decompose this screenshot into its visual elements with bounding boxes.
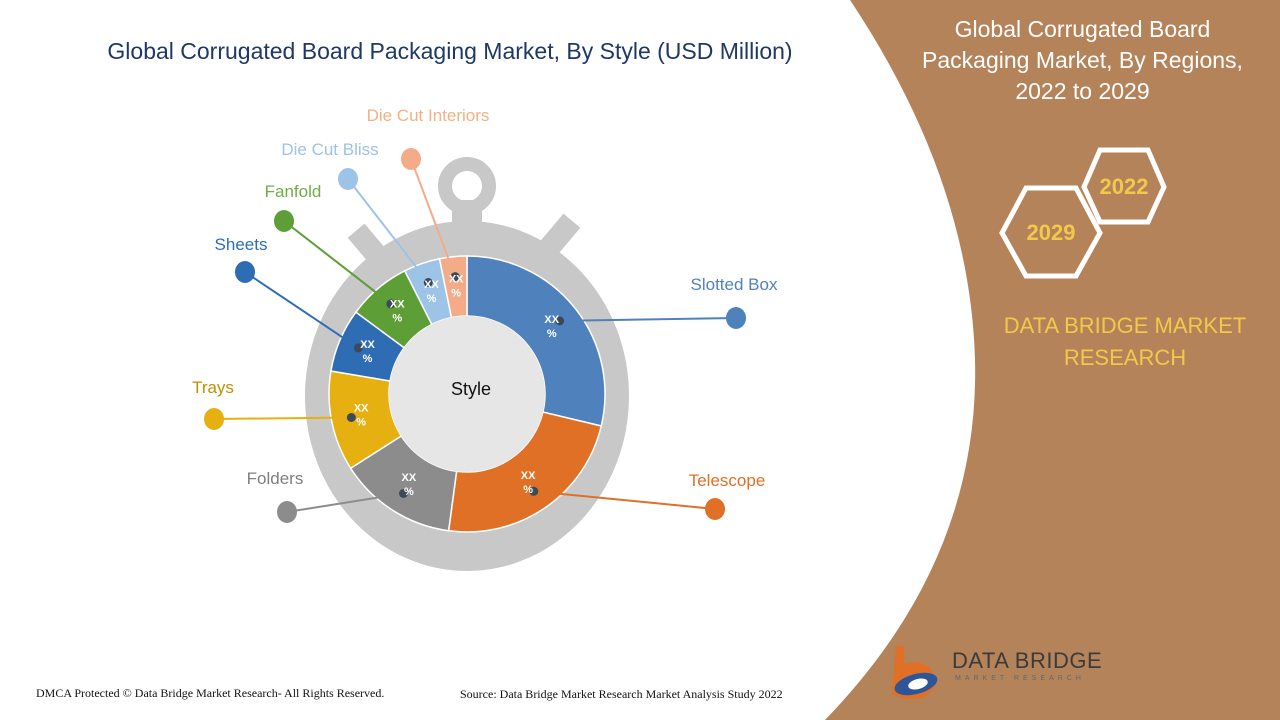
data-label-die-cut-interiors: XX% xyxy=(449,274,464,300)
style-donut-chart: XX % Slotted Box XX % Telescope XX % Folders XX % T… xyxy=(192,106,778,571)
footer-source: Source: Data Bridge Market Research Mark… xyxy=(460,687,783,701)
data-label-fanfold: XX% xyxy=(390,299,405,325)
year-2029-label: 2029 xyxy=(1026,220,1076,245)
connector-folders xyxy=(286,492,404,513)
brand-line-1: DATA BRIDGE MARKET xyxy=(1003,313,1247,338)
category-label-sheets: Sheets xyxy=(215,235,268,254)
connector-die-cut-bliss xyxy=(347,178,430,284)
data-label-slotted-box: XX% xyxy=(544,314,559,340)
footer-copyright: DMCA Protected © Data Bridge Market Rese… xyxy=(36,686,385,700)
marker-dot-die-cut-bliss xyxy=(338,168,358,190)
inner-dot-fanfold xyxy=(386,299,396,309)
chart-title: Global Corrugated Board Packaging Market… xyxy=(107,38,793,64)
data-label-trays: XX% xyxy=(354,403,369,429)
side-title-line-3: 2022 to 2029 xyxy=(1015,78,1150,104)
connector-trays xyxy=(213,416,352,420)
connector-telescope xyxy=(533,490,716,510)
inner-dot-trays xyxy=(346,413,356,423)
brand-line-2: RESEARCH xyxy=(1063,345,1187,370)
inner-dot-slotted-box xyxy=(555,316,565,326)
side-title-line-1: Global Corrugated Board xyxy=(954,16,1211,42)
category-label-telescope: Telescope xyxy=(689,471,766,490)
inner-dot-die-cut-bliss xyxy=(423,278,433,288)
connector-slotted-box xyxy=(559,317,737,322)
side-panel-background xyxy=(825,0,1280,720)
category-label-die-cut-interiors: Die Cut Interiors xyxy=(367,106,490,125)
data-label-folders: XX% xyxy=(402,472,417,498)
logo-subtitle: MARKET RESEARCH xyxy=(955,675,1085,682)
category-label-folders: Folders xyxy=(247,469,304,488)
connector-sheets xyxy=(244,271,359,349)
data-bridge-logo-icon xyxy=(892,646,938,700)
category-label-die-cut-bliss: Die Cut Bliss xyxy=(281,140,378,159)
brand-text: DATA BRIDGE MARKET RESEARCH xyxy=(985,310,1265,374)
connector-die-cut-interiors xyxy=(410,158,457,277)
marker-dot-trays xyxy=(204,408,224,430)
logo-name: DATA BRIDGE xyxy=(952,648,1103,673)
inner-dot-sheets xyxy=(353,343,363,353)
marker-dot-telescope xyxy=(705,498,725,520)
marker-dot-die-cut-interiors xyxy=(401,148,421,170)
side-title: Global Corrugated Board Packaging Market… xyxy=(900,14,1265,107)
category-label-trays: Trays xyxy=(192,378,234,397)
marker-dot-fanfold xyxy=(274,210,294,232)
side-title-line-2: Packaging Market, By Regions, xyxy=(922,47,1243,73)
year-2022-label: 2022 xyxy=(1099,174,1149,199)
inner-dot-die-cut-interiors xyxy=(450,272,460,282)
data-label-sheets: XX% xyxy=(360,339,375,365)
inner-dot-telescope xyxy=(529,486,539,496)
connector-fanfold xyxy=(283,220,392,305)
inner-dot-folders xyxy=(399,488,409,498)
marker-dot-slotted-box xyxy=(726,307,746,329)
donut-center xyxy=(389,316,545,472)
hexagon-2029 xyxy=(999,185,1103,279)
hexagon-2022 xyxy=(1081,147,1167,225)
data-label-telescope: XX% xyxy=(521,470,536,496)
category-label-fanfold: Fanfold xyxy=(265,182,322,201)
marker-dot-folders xyxy=(277,501,297,523)
data-label-die-cut-bliss: XX% xyxy=(424,279,439,305)
category-label-slotted-box: Slotted Box xyxy=(691,275,778,294)
center-label: Style xyxy=(451,379,491,399)
marker-dot-sheets xyxy=(235,261,255,283)
